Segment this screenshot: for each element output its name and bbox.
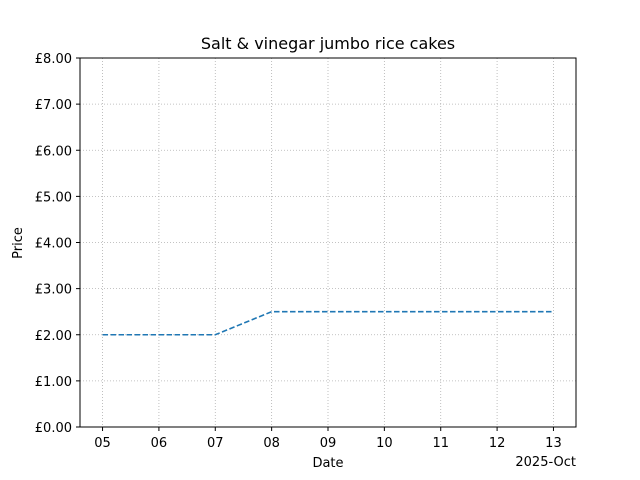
y-tick-label: £3.00 <box>35 283 72 298</box>
x-axis-title: Date <box>312 456 343 471</box>
x-tick-label: 10 <box>376 436 393 451</box>
chart-title: Salt & vinegar jumbo rice cakes <box>201 34 455 53</box>
x-offset-label: 2025-Oct <box>515 455 576 470</box>
x-tick-label: 08 <box>263 436 280 451</box>
x-tick-label: 11 <box>432 436 449 451</box>
y-tick-label: £4.00 <box>35 237 72 252</box>
y-tick-label: £8.00 <box>35 52 72 67</box>
y-tick-label: £7.00 <box>35 98 72 113</box>
x-tick-label: 09 <box>320 436 337 451</box>
y-tick-label: £5.00 <box>35 190 72 205</box>
y-tick-label: £0.00 <box>35 421 72 436</box>
y-tick-label: £2.00 <box>35 329 72 344</box>
x-tick-label: 05 <box>94 436 111 451</box>
y-axis: £0.00 £1.00 £2.00 £3.00 £4.00 £5.00 £6.00 £7.00… <box>35 52 80 436</box>
x-tick-label: 06 <box>151 436 168 451</box>
x-axis: 05 06 07 08 09 10 11 12 13 <box>94 427 562 451</box>
x-tick-label: 07 <box>207 436 224 451</box>
y-tick-label: £6.00 <box>35 144 72 159</box>
y-tick-label: £1.00 <box>35 375 72 390</box>
x-tick-label: 12 <box>489 436 506 451</box>
series-group <box>102 310 554 336</box>
y-axis-title: Price <box>11 227 26 259</box>
x-tick-label: 13 <box>545 436 562 451</box>
series-line <box>102 310 554 336</box>
